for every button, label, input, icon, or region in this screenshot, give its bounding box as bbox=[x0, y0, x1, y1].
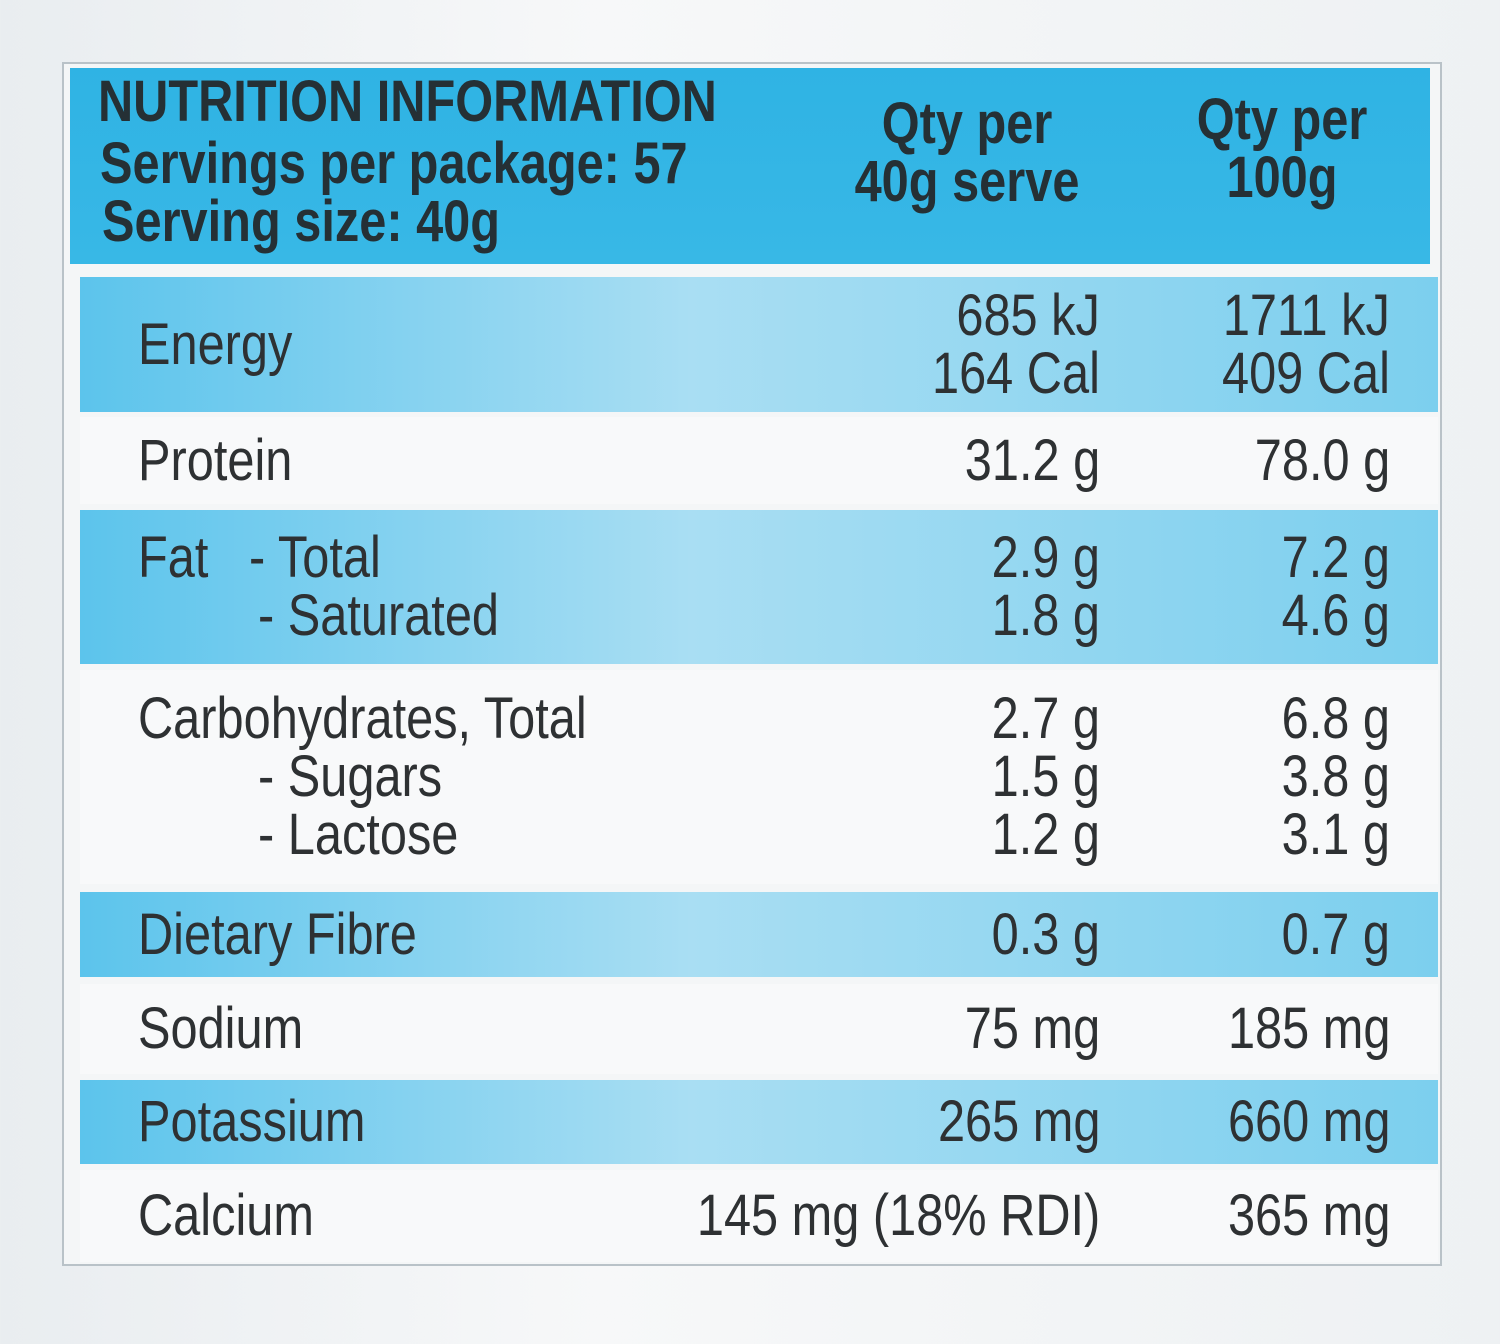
per-100g-value: 4.6 g bbox=[1281, 583, 1390, 648]
row-band-white bbox=[80, 670, 1438, 884]
per-100g-value: 185 mg bbox=[1227, 996, 1390, 1061]
row-band-white bbox=[80, 984, 1438, 1074]
per-serve-value: 265 mg bbox=[937, 1089, 1100, 1154]
row-label: Potassium bbox=[138, 1089, 366, 1154]
nutrition-panel: NUTRITION INFORMATION Servings per packag… bbox=[62, 62, 1442, 1266]
per-100g-value: 409 Cal bbox=[1222, 340, 1390, 406]
per-100g-value: 3.8 g bbox=[1281, 744, 1390, 809]
row-label: Carbohydrates, Total bbox=[138, 686, 587, 751]
per-serve-value: 685 kJ bbox=[956, 282, 1100, 348]
row-label: Sodium bbox=[138, 996, 304, 1061]
per-100g-value: 660 mg bbox=[1227, 1089, 1390, 1154]
per-serve-value: 2.9 g bbox=[991, 525, 1100, 590]
row-band-white bbox=[80, 417, 1438, 504]
per-serve-value: 1.2 g bbox=[991, 802, 1100, 867]
row-label: Fat - Total bbox=[138, 525, 381, 590]
column-header: Qty per bbox=[1196, 87, 1368, 152]
servings: Servings per package: 57 bbox=[100, 131, 688, 196]
per-serve-value: 75 mg bbox=[964, 996, 1100, 1061]
row-label: Calcium bbox=[138, 1183, 314, 1248]
column-header: 40g serve bbox=[854, 149, 1080, 214]
per-serve-value: 0.3 g bbox=[991, 901, 1100, 967]
per-100g-value: 0.7 g bbox=[1281, 901, 1390, 967]
row-label: - Lactose bbox=[258, 802, 459, 867]
row-band-blue bbox=[80, 892, 1438, 977]
per-100g-value: 1711 kJ bbox=[1222, 282, 1390, 348]
per-100g-value: 78.0 g bbox=[1254, 427, 1390, 493]
title: NUTRITION INFORMATION bbox=[98, 69, 717, 134]
row-label: Energy bbox=[138, 311, 293, 377]
per-serve-value: 31.2 g bbox=[964, 427, 1100, 493]
row-label: - Sugars bbox=[258, 744, 443, 809]
row-label: Protein bbox=[138, 427, 293, 493]
per-serve-value: 1.8 g bbox=[991, 583, 1100, 648]
row-label: Dietary Fibre bbox=[138, 901, 417, 967]
per-serve-value: 2.7 g bbox=[991, 686, 1100, 751]
row-label: - Saturated bbox=[258, 583, 500, 648]
column-header: Qty per bbox=[881, 91, 1053, 156]
per-serve-value: 164 Cal bbox=[932, 340, 1100, 406]
per-100g-value: 3.1 g bbox=[1281, 802, 1390, 867]
per-100g-value: 6.8 g bbox=[1281, 686, 1390, 751]
column-header: 100g bbox=[1226, 145, 1338, 210]
per-100g-value: 365 mg bbox=[1227, 1183, 1390, 1248]
per-100g-value: 7.2 g bbox=[1281, 525, 1390, 590]
per-serve-value: 145 mg (18% RDI) bbox=[696, 1183, 1100, 1248]
per-serve-value: 1.5 g bbox=[991, 744, 1100, 809]
row-band-blue bbox=[80, 277, 1438, 412]
header-band bbox=[70, 68, 1430, 264]
row-band-blue bbox=[80, 1080, 1438, 1164]
row-band-blue bbox=[80, 510, 1438, 664]
row-band-white bbox=[80, 1170, 1438, 1262]
serving-size: Serving size: 40g bbox=[102, 189, 501, 254]
